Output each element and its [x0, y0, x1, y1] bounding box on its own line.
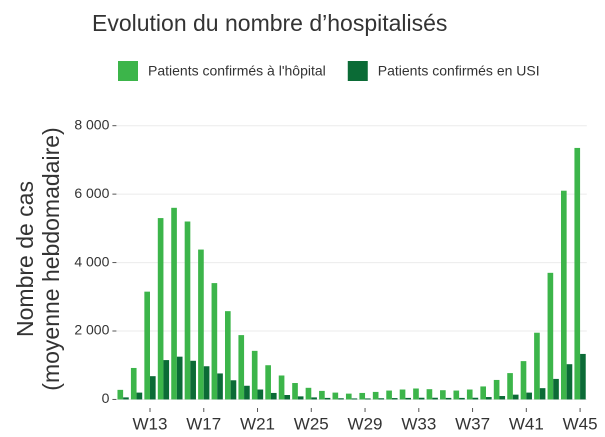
bar	[386, 390, 392, 400]
legend-swatch	[118, 61, 138, 81]
bar	[512, 394, 519, 400]
chart-title: Evolution du nombre d’hospitalisés	[92, 10, 447, 36]
bar	[399, 389, 406, 400]
bar	[292, 383, 298, 400]
bar	[459, 397, 465, 400]
bar	[507, 373, 513, 400]
bar	[265, 365, 271, 400]
bar	[176, 356, 183, 400]
bar	[319, 390, 325, 400]
bar	[184, 221, 191, 400]
bar	[539, 388, 546, 400]
bar	[440, 390, 446, 400]
bar	[553, 378, 559, 400]
y-tick-label: 2 000	[74, 322, 109, 338]
bar	[203, 366, 210, 400]
bar	[123, 397, 129, 400]
bar	[136, 392, 143, 400]
y-axis-label: (moyenne hebdomadaire)	[38, 127, 64, 390]
bar	[418, 397, 425, 400]
bar	[526, 392, 532, 400]
y-tick-label: 0	[102, 390, 110, 406]
bar	[270, 392, 277, 400]
bar	[144, 291, 150, 400]
bar	[217, 373, 223, 400]
bar	[211, 283, 218, 400]
bar	[520, 361, 527, 400]
y-tick-label: 6 000	[74, 185, 109, 201]
x-tick-label: W17	[186, 414, 221, 433]
bar	[499, 396, 506, 400]
bar	[244, 385, 250, 400]
bar	[534, 332, 540, 400]
bar	[257, 389, 264, 400]
x-tick-label: W13	[133, 414, 168, 433]
bar	[117, 389, 124, 400]
bar	[372, 391, 379, 400]
bar	[305, 387, 312, 400]
legend-swatch	[347, 61, 368, 81]
bar	[445, 397, 452, 400]
x-tick-label: W45	[563, 414, 598, 433]
y-tick-label: 4 000	[74, 253, 109, 269]
x-tick-label: W33	[401, 414, 436, 433]
bar	[171, 207, 177, 400]
x-tick-label: W41	[509, 414, 544, 433]
bar	[378, 398, 385, 400]
bar	[566, 364, 573, 400]
bar	[284, 394, 291, 400]
bar	[338, 398, 344, 400]
bar	[130, 367, 137, 400]
bar	[157, 218, 164, 400]
bar	[580, 353, 586, 400]
bar	[547, 272, 554, 400]
x-tick-label: W25	[294, 414, 329, 433]
bar	[466, 389, 473, 400]
x-tick-label: W21	[240, 414, 275, 433]
bar	[493, 379, 500, 400]
bar	[351, 398, 358, 400]
bar	[480, 386, 486, 400]
bar	[278, 375, 285, 400]
bar	[190, 360, 196, 400]
x-tick-label: W37	[455, 414, 490, 433]
bar	[224, 311, 231, 400]
bar	[230, 380, 237, 400]
bar	[560, 190, 567, 400]
legend-label: Patients confirmés en USI	[378, 63, 540, 79]
bar	[311, 397, 317, 400]
x-tick-label: W29	[348, 414, 383, 433]
bar	[413, 388, 419, 400]
bar	[163, 360, 170, 400]
bar	[405, 397, 412, 400]
bar	[345, 393, 352, 400]
bar	[238, 335, 245, 400]
bar	[432, 397, 438, 400]
legend-label: Patients confirmés à l'hôpital	[148, 63, 326, 79]
bar	[359, 392, 366, 400]
bar	[324, 397, 331, 400]
bar	[453, 390, 460, 400]
bar	[574, 147, 581, 400]
bar	[297, 396, 304, 400]
bar	[472, 397, 479, 400]
bar	[426, 389, 433, 400]
bar	[486, 397, 492, 400]
bar	[251, 350, 258, 400]
bar	[365, 398, 371, 400]
bar	[332, 392, 339, 400]
bar	[150, 376, 156, 400]
y-axis-label: Nombre de cas	[12, 181, 38, 337]
bar	[391, 398, 398, 400]
y-tick-label: 8 000	[74, 116, 109, 132]
bar	[198, 249, 204, 400]
